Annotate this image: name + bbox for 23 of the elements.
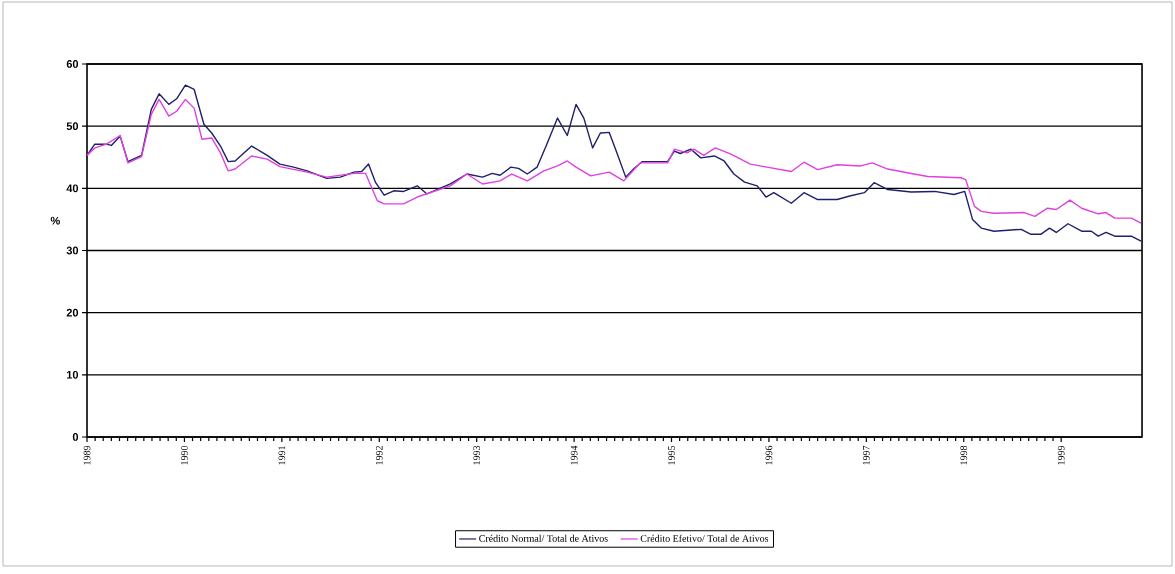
y-tick-label: 50 — [66, 122, 79, 131]
legend-label: Crédito Normal/ Total de Ativos — [479, 534, 608, 542]
x-tick-label: 1998 — [960, 445, 968, 465]
x-tick-label: 1990 — [181, 445, 188, 465]
x-tick-label: 1999 — [1057, 445, 1065, 465]
y-tick-label: 60 — [66, 60, 79, 68]
x-tick-label: 1997 — [862, 445, 870, 465]
y-tick-label: 30 — [66, 246, 79, 255]
x-tick-label: 1989 — [83, 445, 91, 465]
legend-label: Crédito Efetivo/ Total de Ativos — [640, 534, 769, 542]
y-tick-label: 40 — [66, 184, 79, 193]
x-tick-label: 1992 — [375, 446, 383, 465]
y-tick-label: 20 — [66, 308, 79, 317]
x-tick-label: 1995 — [668, 445, 675, 465]
line-series — [86, 84, 1142, 242]
y-tick-label: 0 — [72, 433, 79, 441]
line-series — [86, 98, 1142, 224]
y-axis-title: % — [50, 216, 60, 225]
y-tick-label: 10 — [67, 370, 79, 379]
x-tick-label: 1996 — [765, 445, 773, 465]
x-tick-label: 1994 — [570, 445, 578, 465]
x-tick-label: 1993 — [473, 445, 481, 465]
x-tick-label: 1991 — [278, 446, 286, 465]
